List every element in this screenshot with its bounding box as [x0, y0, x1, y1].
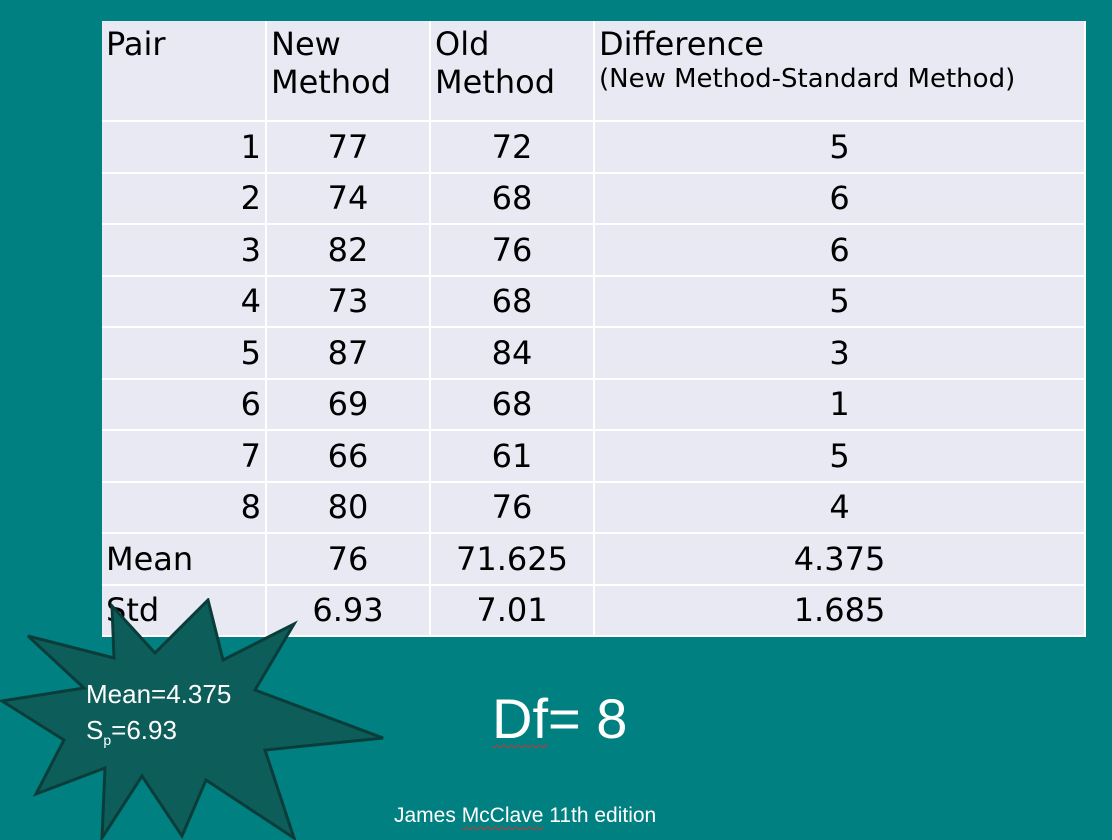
std-old: 7.01 — [431, 585, 595, 637]
df-label: Df — [492, 687, 548, 750]
callout-sp: Sp=6.93 — [86, 715, 177, 749]
cell-diff: 6 — [595, 173, 1086, 225]
std-diff: 1.685 — [595, 585, 1086, 637]
mean-new: 76 — [267, 534, 431, 586]
table-row: 3 82 76 6 — [102, 225, 1086, 277]
source-credit: James McClave 11th edition — [394, 804, 657, 827]
table-row: 6 69 68 1 — [102, 379, 1086, 431]
cell-old: 68 — [431, 276, 595, 328]
table-row: 8 80 76 4 — [102, 482, 1086, 534]
mean-diff: 4.375 — [595, 534, 1086, 586]
cell-new: 87 — [267, 328, 431, 380]
std-row: Std 6.93 7.01 1.685 — [102, 585, 1086, 637]
table-header-row: Pair New Method Old Method Difference (New … — [102, 21, 1086, 122]
std-new: 6.93 — [267, 585, 431, 637]
cell-diff: 5 — [595, 276, 1086, 328]
cell-diff: 6 — [595, 225, 1086, 277]
cell-old: 76 — [431, 225, 595, 277]
cell-new: 69 — [267, 379, 431, 431]
cell-pair: 5 — [102, 328, 267, 380]
cell-new: 77 — [267, 122, 431, 174]
header-new-method: New Method — [267, 21, 431, 122]
df-value: 8 — [596, 687, 628, 750]
cell-pair: 8 — [102, 482, 267, 534]
cell-pair: 1 — [102, 122, 267, 174]
cell-pair: 2 — [102, 173, 267, 225]
cell-old: 61 — [431, 431, 595, 483]
mean-row: Mean 76 71.625 4.375 — [102, 534, 1086, 586]
table-row: 5 87 84 3 — [102, 328, 1086, 380]
paired-data-table: Pair New Method Old Method Difference (New … — [102, 21, 1086, 637]
cell-new: 73 — [267, 276, 431, 328]
degrees-of-freedom: Df= 8 — [492, 686, 627, 751]
starburst-shape — [0, 598, 384, 840]
header-old-method: Old Method — [431, 21, 595, 122]
cell-old: 84 — [431, 328, 595, 380]
callout-text: Mean=4.375 Sp=6.93 — [86, 676, 231, 758]
credit-author: McClave — [461, 804, 544, 827]
cell-pair: 6 — [102, 379, 267, 431]
explosion-callout-shape — [0, 598, 384, 840]
cell-diff: 3 — [595, 328, 1086, 380]
cell-pair: 3 — [102, 225, 267, 277]
cell-old: 72 — [431, 122, 595, 174]
cell-pair: 4 — [102, 276, 267, 328]
cell-diff: 5 — [595, 122, 1086, 174]
mean-label: Mean — [102, 534, 267, 586]
callout-mean: Mean=4.375 — [86, 679, 232, 709]
table-row: 1 77 72 5 — [102, 122, 1086, 174]
cell-old: 76 — [431, 482, 595, 534]
cell-old: 68 — [431, 173, 595, 225]
df-equals: = — [548, 687, 597, 750]
cell-old: 68 — [431, 379, 595, 431]
cell-new: 80 — [267, 482, 431, 534]
table-row: 2 74 68 6 — [102, 173, 1086, 225]
header-difference-note: (New Method-Standard Method) — [599, 64, 1016, 94]
cell-diff: 1 — [595, 379, 1086, 431]
cell-diff: 5 — [595, 431, 1086, 483]
header-difference: Difference (New Method-Standard Method) — [595, 21, 1086, 122]
cell-new: 74 — [267, 173, 431, 225]
cell-pair: 7 — [102, 431, 267, 483]
table-row: 4 73 68 5 — [102, 276, 1086, 328]
mean-old: 71.625 — [431, 534, 595, 586]
cell-new: 82 — [267, 225, 431, 277]
cell-diff: 4 — [595, 482, 1086, 534]
table-row: 7 66 61 5 — [102, 431, 1086, 483]
cell-new: 66 — [267, 431, 431, 483]
header-pair: Pair — [102, 21, 267, 122]
